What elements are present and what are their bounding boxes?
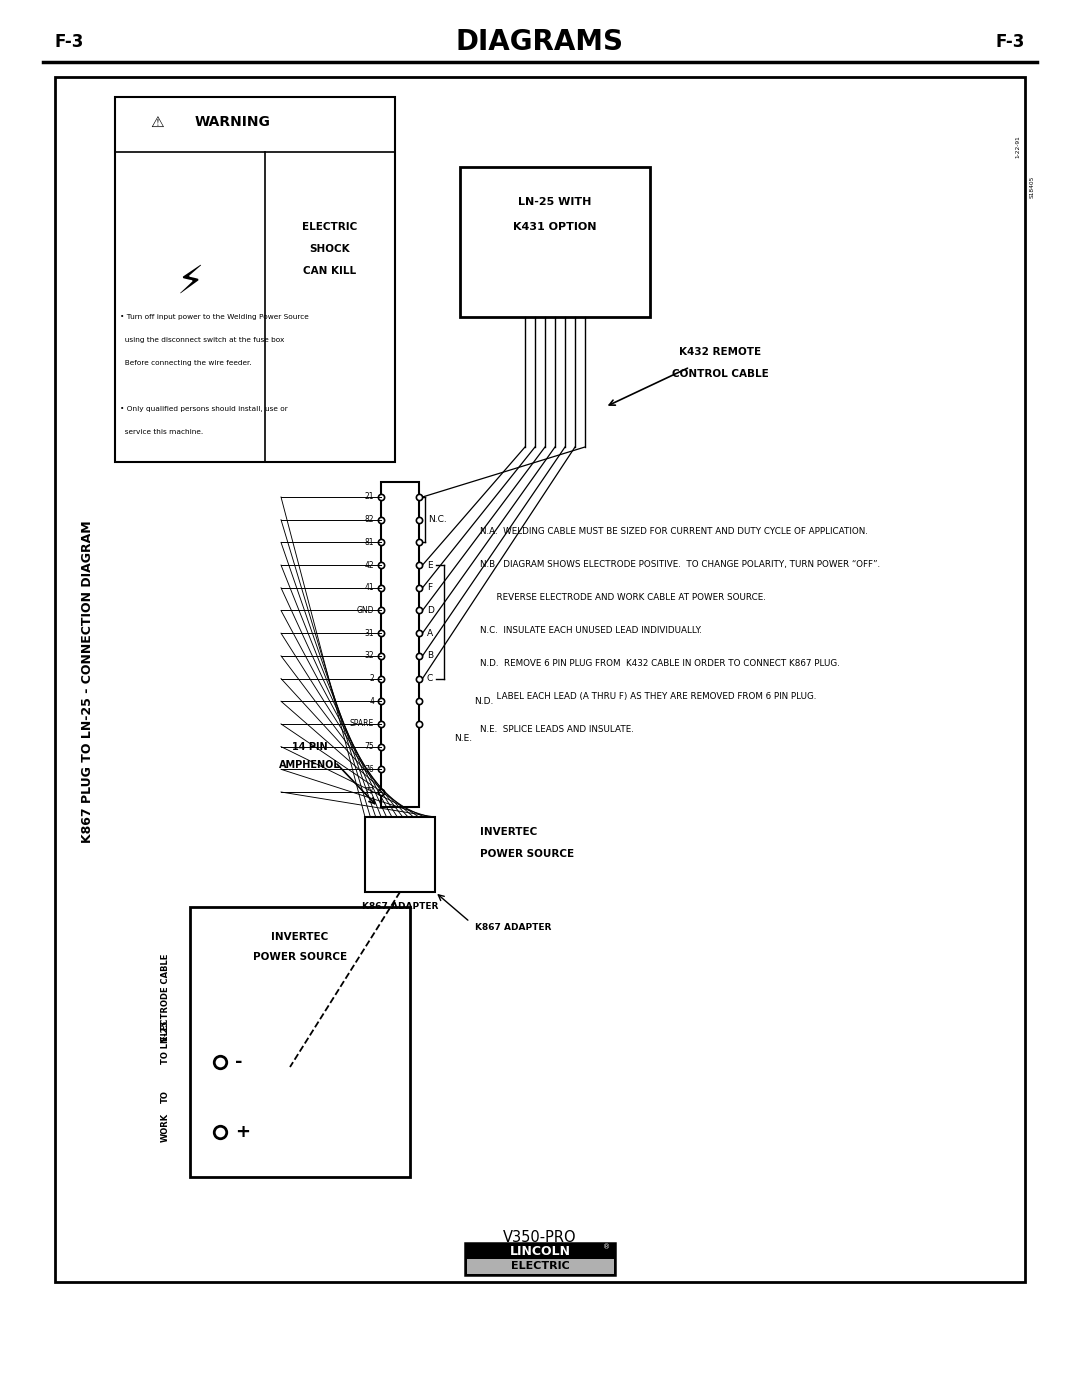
Text: N.D.  REMOVE 6 PIN PLUG FROM  K432 CABLE IN ORDER TO CONNECT K867 PLUG.: N.D. REMOVE 6 PIN PLUG FROM K432 CABLE I…	[480, 659, 840, 669]
Text: 81: 81	[365, 538, 374, 546]
Text: TO: TO	[161, 1091, 170, 1104]
Text: N.E.  SPLICE LEADS AND INSULATE.: N.E. SPLICE LEADS AND INSULATE.	[480, 725, 634, 735]
Text: CONTROL CABLE: CONTROL CABLE	[672, 369, 768, 379]
Text: K431 OPTION: K431 OPTION	[513, 222, 597, 232]
Text: 41: 41	[364, 584, 374, 592]
Text: using the disconnect switch at the fuse box: using the disconnect switch at the fuse …	[120, 337, 284, 344]
Text: +: +	[235, 1123, 249, 1141]
Text: • Turn off input power to the Welding Power Source: • Turn off input power to the Welding Po…	[120, 314, 309, 320]
Text: 77: 77	[364, 788, 374, 796]
Text: service this machine.: service this machine.	[120, 429, 203, 434]
Text: K867 PLUG TO LN-25 - CONNECTION DIAGRAM: K867 PLUG TO LN-25 - CONNECTION DIAGRAM	[81, 521, 95, 844]
Text: A: A	[427, 629, 433, 637]
Text: 4: 4	[369, 697, 374, 705]
Text: INVERTEC: INVERTEC	[271, 932, 328, 942]
Text: F-3: F-3	[55, 34, 84, 52]
Text: 42: 42	[364, 560, 374, 570]
Text: N.E.: N.E.	[454, 735, 472, 743]
Text: WORK: WORK	[161, 1112, 170, 1141]
Text: POWER SOURCE: POWER SOURCE	[480, 849, 575, 859]
Text: N.C.  INSULATE EACH UNUSED LEAD INDIVIDUALLY.: N.C. INSULATE EACH UNUSED LEAD INDIVIDUA…	[480, 626, 702, 636]
Text: 14 PIN: 14 PIN	[293, 742, 328, 752]
Text: GND: GND	[356, 606, 374, 615]
Text: -: -	[235, 1053, 243, 1071]
Text: LINCOLN: LINCOLN	[510, 1245, 570, 1259]
Text: TO LN-25: TO LN-25	[161, 1020, 170, 1063]
Text: SHOCK: SHOCK	[310, 244, 350, 254]
Text: N.A.  WELDING CABLE MUST BE SIZED FOR CURRENT AND DUTY CYCLE OF APPLICATION.: N.A. WELDING CABLE MUST BE SIZED FOR CUR…	[480, 528, 868, 536]
Text: N.D.: N.D.	[474, 697, 494, 705]
Text: REVERSE ELECTRODE AND WORK CABLE AT POWER SOURCE.: REVERSE ELECTRODE AND WORK CABLE AT POWE…	[480, 594, 766, 602]
Text: N.C.: N.C.	[428, 515, 447, 524]
Text: CAN KILL: CAN KILL	[303, 265, 356, 277]
Text: B: B	[427, 651, 433, 661]
Bar	[465, 1243, 615, 1275]
Text: ELECTRIC: ELECTRIC	[302, 222, 357, 232]
Text: S18405: S18405	[1029, 176, 1035, 198]
Text: 76: 76	[364, 764, 374, 774]
Text: 32: 32	[364, 651, 374, 661]
Text: • Only qualified persons should install, use or: • Only qualified persons should install,…	[120, 407, 287, 412]
Text: K867 ADAPTER: K867 ADAPTER	[475, 922, 552, 932]
Text: F: F	[427, 584, 432, 592]
Text: E: E	[427, 560, 433, 570]
Bar	[365, 817, 435, 893]
Text: DIAGRAMS: DIAGRAMS	[456, 28, 624, 56]
Text: AMPHENOL: AMPHENOL	[280, 760, 341, 770]
Text: ⚠: ⚠	[150, 115, 164, 130]
Text: ®: ®	[604, 1245, 610, 1250]
Bar	[381, 482, 419, 807]
Text: C: C	[427, 673, 433, 683]
Text: 82: 82	[365, 515, 374, 524]
Text: ELECTRIC: ELECTRIC	[511, 1261, 569, 1271]
Text: LN-25 WITH: LN-25 WITH	[518, 197, 592, 207]
Text: Before connecting the wire feeder.: Before connecting the wire feeder.	[120, 360, 252, 366]
Text: WARNING: WARNING	[195, 115, 271, 129]
Bar	[114, 96, 395, 462]
Text: 1-22-91: 1-22-91	[1015, 136, 1021, 158]
Text: 75: 75	[364, 742, 374, 752]
Bar	[460, 168, 650, 317]
Bar	[467, 1259, 613, 1274]
Text: D: D	[427, 606, 434, 615]
Text: 21: 21	[365, 493, 374, 502]
Text: POWER SOURCE: POWER SOURCE	[253, 951, 347, 963]
Text: N.B.  DIAGRAM SHOWS ELECTRODE POSITIVE.  TO CHANGE POLARITY, TURN POWER “OFF”.: N.B. DIAGRAM SHOWS ELECTRODE POSITIVE. T…	[480, 560, 880, 570]
Text: LABEL EACH LEAD (A THRU F) AS THEY ARE REMOVED FROM 6 PIN PLUG.: LABEL EACH LEAD (A THRU F) AS THEY ARE R…	[480, 693, 816, 701]
Text: K432 REMOTE: K432 REMOTE	[679, 346, 761, 358]
Text: ELECTRODE CABLE: ELECTRODE CABLE	[161, 953, 170, 1041]
Text: SPARE: SPARE	[350, 719, 374, 728]
Text: K867 ADAPTER: K867 ADAPTER	[362, 902, 438, 911]
Bar	[55, 77, 1025, 1282]
Text: 31: 31	[364, 629, 374, 637]
Text: 2: 2	[369, 673, 374, 683]
Text: INVERTEC: INVERTEC	[480, 827, 537, 837]
Bar	[190, 907, 410, 1178]
Text: V350-PRO: V350-PRO	[503, 1229, 577, 1245]
Text: ⚡: ⚡	[176, 263, 204, 300]
Text: F-3: F-3	[996, 34, 1025, 52]
